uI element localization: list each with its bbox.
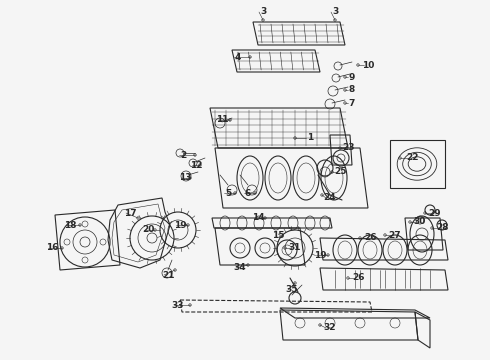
Text: 3: 3 xyxy=(332,8,338,17)
Text: 6: 6 xyxy=(245,189,251,198)
Text: 22: 22 xyxy=(406,153,418,162)
Text: 27: 27 xyxy=(389,230,401,239)
Text: 23: 23 xyxy=(342,144,354,153)
Text: 30: 30 xyxy=(414,217,426,226)
Text: 28: 28 xyxy=(436,224,448,233)
Text: 1: 1 xyxy=(307,134,313,143)
Text: 20: 20 xyxy=(142,225,154,234)
Text: 19: 19 xyxy=(314,251,326,260)
Text: 17: 17 xyxy=(123,208,136,217)
Text: 34: 34 xyxy=(234,264,246,273)
Text: 31: 31 xyxy=(289,243,301,252)
Text: 26: 26 xyxy=(352,274,364,283)
Text: 8: 8 xyxy=(349,85,355,94)
Text: 24: 24 xyxy=(324,194,336,202)
Text: 19: 19 xyxy=(173,220,186,230)
Text: 5: 5 xyxy=(225,189,231,198)
Text: 21: 21 xyxy=(162,270,174,279)
Text: 15: 15 xyxy=(272,230,284,239)
Text: 13: 13 xyxy=(179,174,191,183)
Text: 16: 16 xyxy=(46,243,58,252)
Text: 3: 3 xyxy=(260,8,266,17)
Text: 29: 29 xyxy=(429,208,441,217)
Text: 10: 10 xyxy=(362,60,374,69)
Text: 18: 18 xyxy=(64,220,76,230)
Text: 14: 14 xyxy=(252,213,264,222)
Text: 7: 7 xyxy=(349,99,355,108)
Text: 11: 11 xyxy=(216,116,228,125)
Text: 12: 12 xyxy=(190,161,202,170)
Text: 33: 33 xyxy=(172,301,184,310)
Text: 35: 35 xyxy=(286,285,298,294)
Text: 32: 32 xyxy=(324,324,336,333)
Text: 26: 26 xyxy=(364,234,376,243)
Text: 25: 25 xyxy=(334,167,346,176)
Text: 9: 9 xyxy=(349,72,355,81)
Text: 2: 2 xyxy=(180,150,186,159)
Text: 4: 4 xyxy=(235,53,241,62)
